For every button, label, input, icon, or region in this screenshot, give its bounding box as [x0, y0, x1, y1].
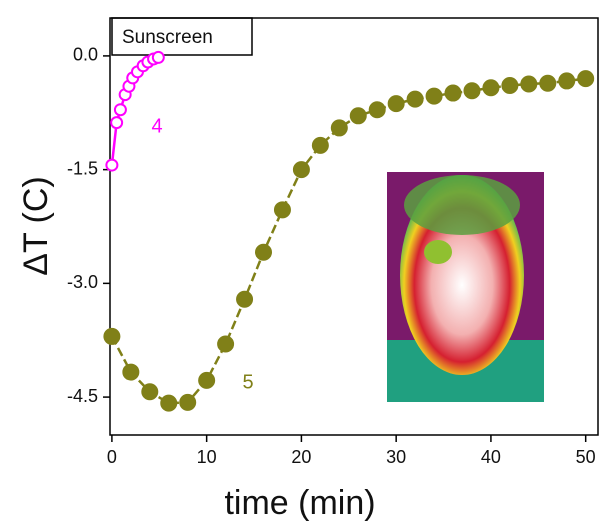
x-tick-label: 50 — [576, 447, 596, 467]
data-point — [311, 136, 329, 154]
y-tick-label: 0.0 — [73, 45, 98, 65]
x-tick-label: 10 — [197, 447, 217, 467]
data-point — [406, 90, 424, 108]
x-tick-label: 40 — [481, 447, 501, 467]
x-tick-label: 0 — [107, 447, 117, 467]
data-point — [501, 76, 519, 94]
data-point — [110, 116, 124, 130]
data-point — [122, 363, 140, 381]
data-point — [103, 327, 121, 345]
data-point — [444, 84, 462, 102]
data-point — [151, 50, 165, 64]
x-tick-label: 30 — [386, 447, 406, 467]
data-point — [349, 107, 367, 125]
data-point — [255, 243, 273, 261]
series-label: 5 — [242, 371, 253, 393]
data-point — [113, 103, 127, 117]
x-axis-title: time (min) — [224, 484, 375, 522]
data-point — [217, 335, 235, 353]
data-point — [539, 74, 557, 92]
data-point — [236, 290, 254, 308]
data-point — [482, 79, 500, 97]
legend-box — [111, 17, 253, 56]
data-point — [577, 70, 595, 88]
data-point — [160, 394, 178, 412]
data-point — [179, 393, 197, 411]
data-point — [292, 161, 310, 179]
data-point — [273, 201, 291, 219]
data-point — [330, 119, 348, 137]
data-point — [425, 87, 443, 105]
x-tick-label: 20 — [291, 447, 311, 467]
data-point — [105, 158, 119, 172]
legend-title: Sunscreen — [122, 27, 213, 48]
data-point — [520, 75, 538, 93]
y-axis-title: ΔT (C) — [17, 176, 55, 276]
data-point — [558, 72, 576, 90]
y-tick-label: -1.5 — [67, 158, 98, 178]
data-point — [368, 101, 386, 119]
y-tick-label: -3.0 — [67, 272, 98, 292]
data-point — [198, 371, 216, 389]
data-point — [463, 82, 481, 100]
thermal-image — [387, 172, 544, 402]
y-tick-label: -4.5 — [67, 386, 98, 406]
plot-frame — [109, 17, 599, 436]
data-point — [387, 95, 405, 113]
data-point — [141, 383, 159, 401]
series-label: 4 — [151, 115, 162, 137]
